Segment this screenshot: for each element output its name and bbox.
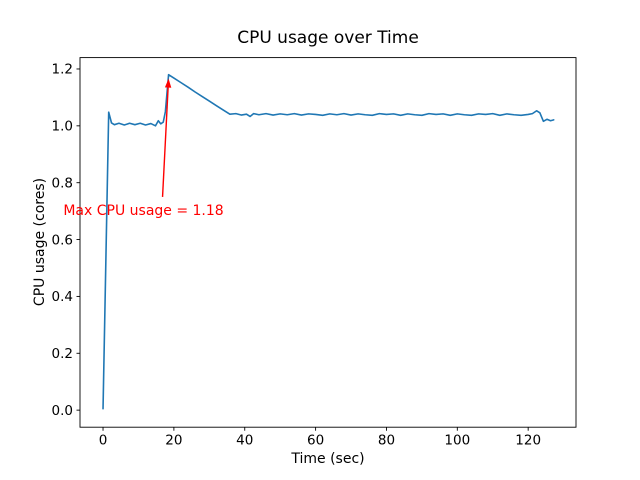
chart-title: CPU usage over Time	[237, 28, 419, 48]
y-tick-label: 0.0	[52, 403, 73, 419]
x-tick-label: 100	[444, 433, 470, 449]
cpu-usage-line	[102, 73, 555, 410]
y-tick-label: 0.2	[52, 346, 73, 362]
x-tick-label: 0	[99, 433, 108, 449]
y-tick-label: 0.4	[52, 289, 73, 305]
x-tick-label: 120	[515, 433, 541, 449]
annotation-arrow-shaft	[161, 84, 169, 197]
y-tick-label: 0.8	[52, 175, 73, 191]
axes-frame	[79, 57, 577, 428]
annotation-arrow-head	[164, 78, 172, 88]
x-tick-label: 80	[378, 433, 395, 449]
x-axis-label: Time (sec)	[291, 451, 365, 467]
y-tick-label: 1.2	[52, 62, 73, 78]
y-axis-label: CPU usage (cores)	[32, 177, 48, 307]
max-cpu-annotation: Max CPU usage = 1.18	[63, 202, 224, 219]
x-tick-label: 20	[165, 433, 182, 449]
x-tick-label: 60	[307, 433, 324, 449]
x-tick-label: 40	[236, 433, 253, 449]
y-tick-label: 1.0	[52, 119, 73, 135]
y-tick-label: 0.6	[52, 232, 73, 248]
